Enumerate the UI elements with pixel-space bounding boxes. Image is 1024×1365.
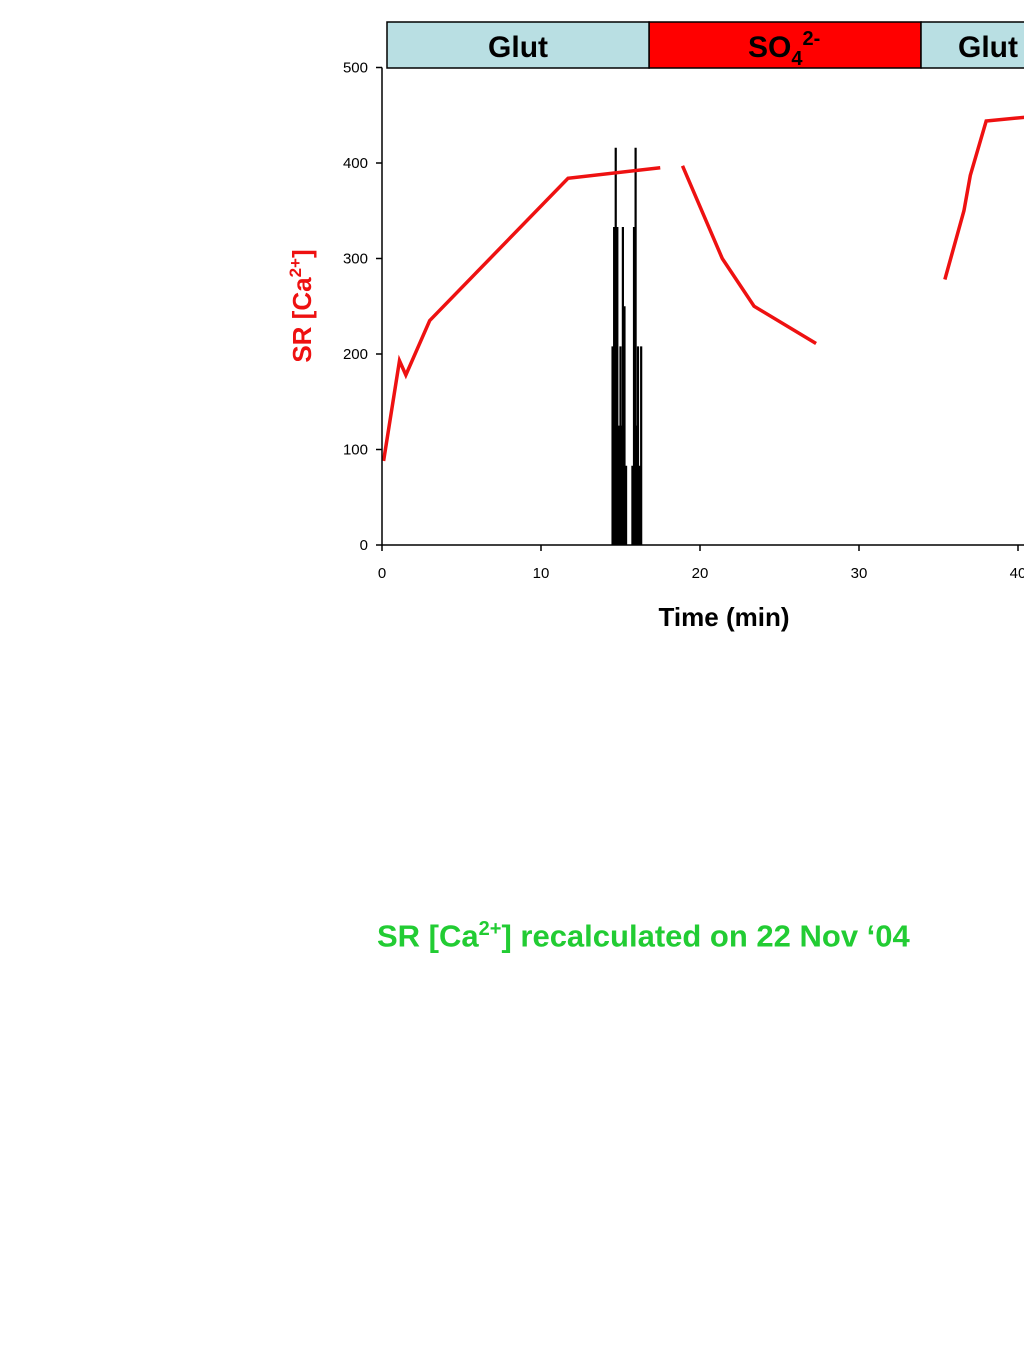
band-label-0: Glut [488, 31, 548, 64]
recalculation-note: SR [Ca2+] recalculated on 22 Nov ‘04 [377, 918, 1017, 954]
y-axis-label: SR [Ca2+] [286, 249, 317, 362]
series-0-segment-2 [943, 115, 1024, 280]
band-label-1: SO42- [748, 28, 820, 70]
series-0-segment-0 [381, 166, 661, 462]
axes: 0 100 200 300 400 500 0 10 20 30 40 [343, 60, 1024, 582]
x-tick-label-1: 10 [533, 565, 550, 582]
y-axis-label-sup: 2+ [286, 258, 305, 277]
band-1 [648, 21, 922, 69]
series-lines [381, 115, 1024, 462]
band-label-2: Glut [958, 31, 1018, 64]
y-tick-label-2: 200 [343, 346, 368, 363]
note-text-pre: SR [Ca [377, 918, 479, 954]
y-tick-label-4: 400 [343, 155, 368, 172]
y-axis-label-main: SR [Ca [287, 277, 317, 363]
note-superscript: 2+ [478, 918, 502, 940]
band-2 [920, 21, 1024, 69]
y-axis-label-close: ] [287, 249, 317, 258]
x-tick-label-0: 0 [378, 565, 386, 582]
band-0 [386, 21, 650, 69]
x-tick-label-4: 40 [1010, 565, 1024, 582]
note-text-post: ] recalculated on 22 Nov ‘04 [501, 918, 910, 954]
x-axis-label: Time (min) [659, 602, 790, 632]
y-tick-label-1: 100 [343, 442, 368, 459]
series-0-segment-1 [680, 165, 817, 345]
condition-bands: Glut SO42- Glut [386, 21, 1024, 70]
x-tick-label-2: 20 [692, 565, 709, 582]
y-tick-label-0: 0 [360, 537, 368, 554]
y-tick-label-5: 500 [343, 60, 368, 77]
x-tick-label-3: 30 [851, 565, 868, 582]
y-tick-label-3: 300 [343, 251, 368, 268]
event-bars [611, 147, 643, 545]
